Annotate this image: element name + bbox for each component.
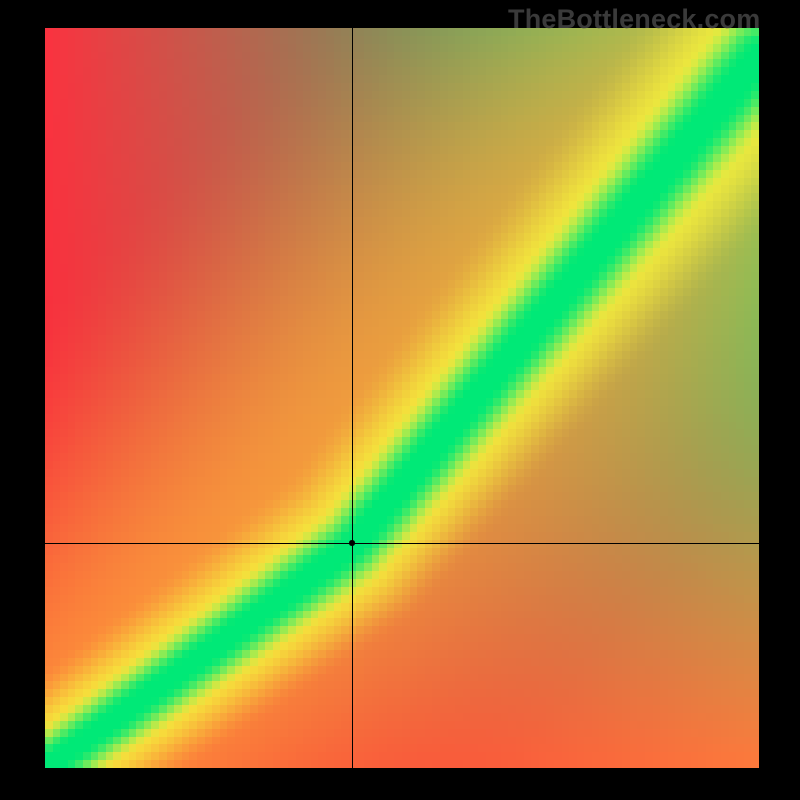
chart-stage: TheBottleneck.com bbox=[0, 0, 800, 800]
watermark-text: TheBottleneck.com bbox=[508, 4, 760, 35]
crosshair-horizontal bbox=[45, 543, 759, 544]
crosshair-vertical bbox=[352, 28, 353, 768]
bottleneck-heatmap bbox=[45, 28, 759, 768]
